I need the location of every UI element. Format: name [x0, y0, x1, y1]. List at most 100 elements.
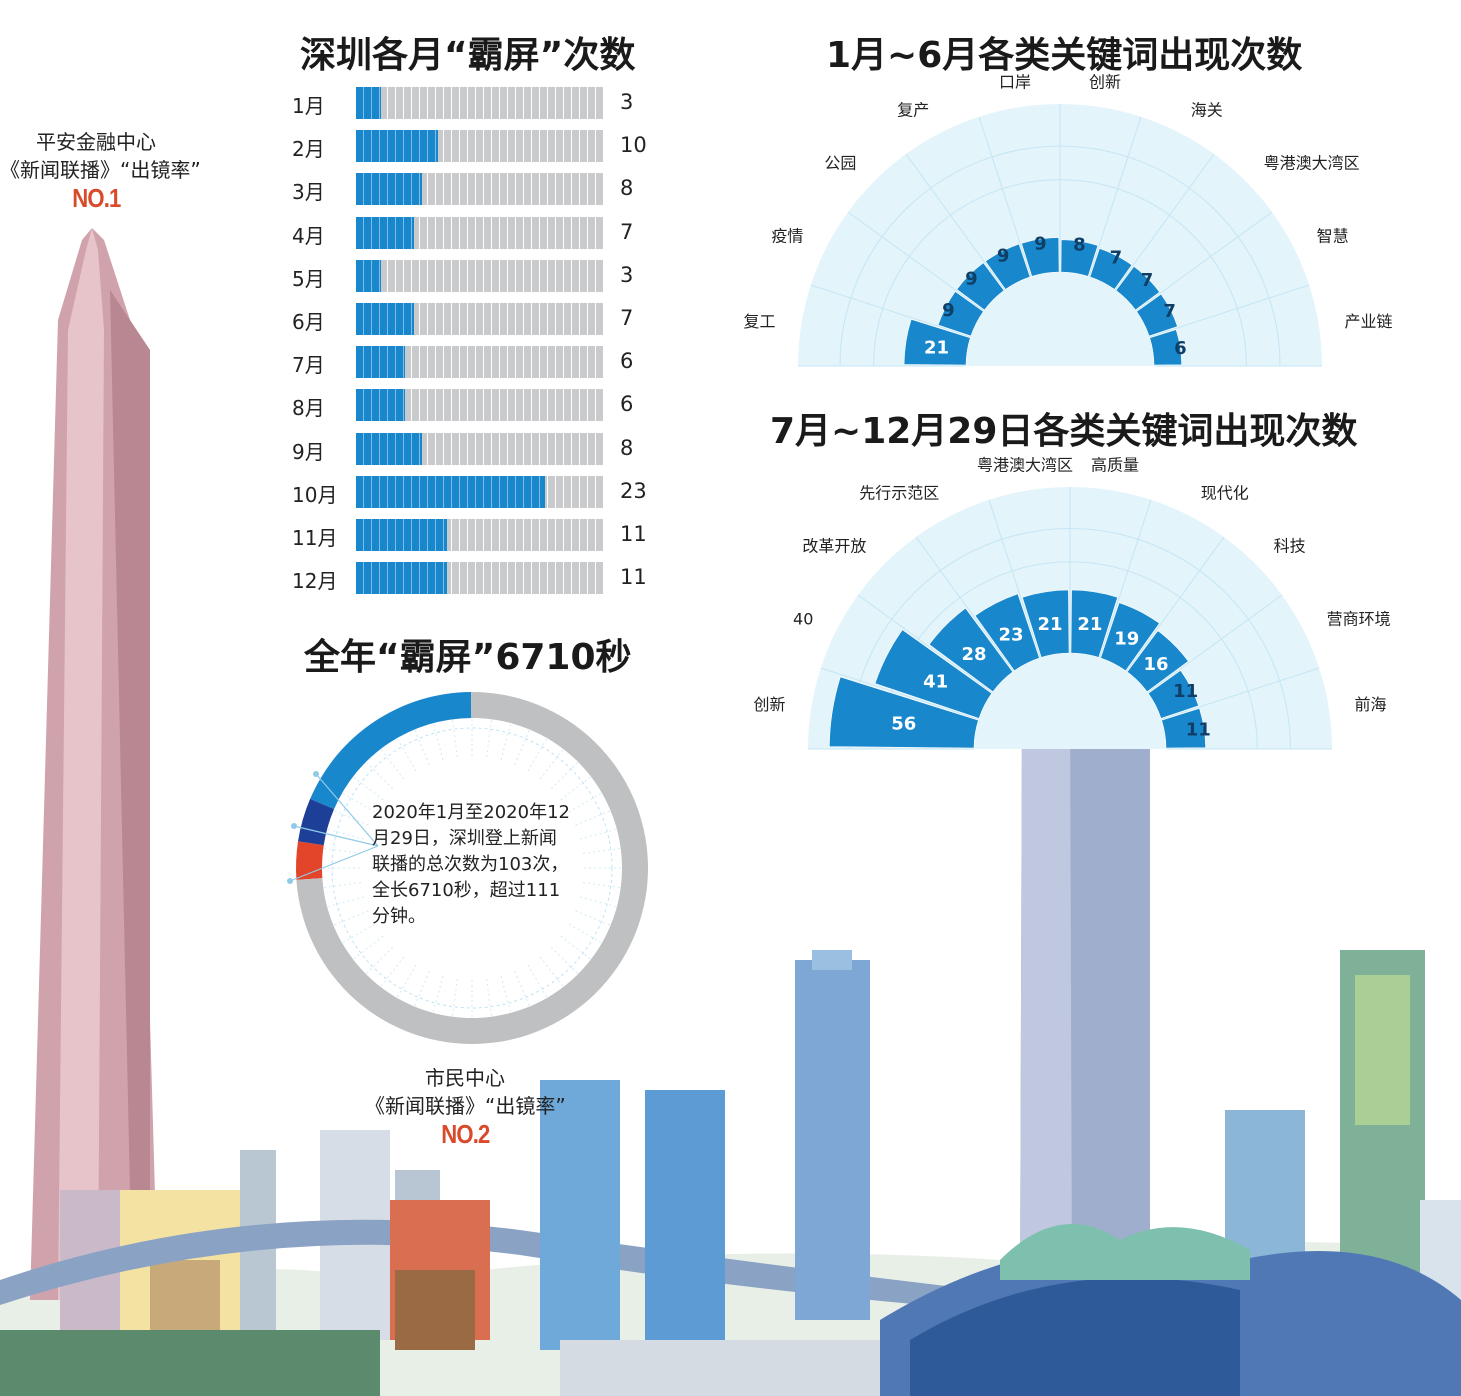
fan-spoke [905, 153, 1006, 291]
fan-category-label: 先行示范区 [859, 483, 939, 502]
fan-category-label: 40 [793, 609, 813, 628]
month-label: 2月 [292, 137, 325, 162]
fan-value-label: 9 [997, 245, 1010, 266]
donut-leader-dot [313, 771, 319, 777]
bar [356, 87, 381, 119]
fan-value-label: 11 [1173, 681, 1198, 702]
fan-spoke [810, 284, 971, 338]
bar-value-label: 8 [620, 176, 634, 201]
fan-spoke [1088, 116, 1142, 277]
fan-spoke [1135, 211, 1273, 312]
bar [356, 475, 546, 508]
month-label: 10月 [292, 482, 338, 507]
fan-category-label: 智慧 [1317, 226, 1349, 245]
fan-bar [1100, 602, 1160, 672]
bar-track [356, 432, 603, 465]
fan-category-label: 前海 [1354, 695, 1386, 714]
month-label: 9月 [292, 439, 325, 464]
bar-value-label: 6 [620, 349, 634, 374]
fan-bar [829, 676, 979, 749]
bar-track [356, 303, 603, 335]
month-label: 3月 [292, 180, 325, 205]
monthly-chart-title: 深圳各月“霸屏”次数 [300, 35, 636, 76]
bar [356, 303, 414, 335]
month-label: 5月 [292, 266, 325, 291]
bar-value-label: 8 [620, 435, 634, 460]
keywords-h1-fan-chart: 21 复工 9 疫情 9 公园 9 复产 9 口岸 8 创新 7 海关 7 粤港澳大湾区 7 智慧 6 产业链 [744, 73, 1392, 367]
fan-bar [1089, 248, 1133, 290]
bar [356, 389, 406, 422]
month-label: 6月 [292, 310, 325, 334]
bar [356, 432, 422, 465]
fan-bar [874, 629, 993, 719]
fan-spoke [1114, 153, 1215, 291]
bar-track [356, 259, 603, 292]
bar [356, 519, 447, 551]
year-donut-chart [287, 692, 648, 1044]
bar-value-label: 7 [620, 306, 634, 330]
building-subtitle: 《新闻联播》“出镜率” [0, 158, 201, 182]
bar [356, 259, 381, 292]
bar-value-label: 7 [620, 219, 634, 244]
fan-category-label: 现代化 [1201, 483, 1249, 502]
bar-value-label: 10 [620, 133, 647, 158]
bar [356, 173, 422, 206]
fan-spoke [1099, 499, 1152, 658]
building-name: 平安金融中心 [36, 130, 156, 154]
fan-category-label: 高质量 [1091, 456, 1139, 475]
fan-category-label: 改革开放 [802, 536, 866, 555]
bar-value-label: 3 [620, 262, 634, 287]
month-label: 11月 [292, 526, 338, 550]
fan-spoke [1161, 667, 1320, 720]
fan-bar [974, 593, 1040, 672]
fan-value-label: 21 [1038, 614, 1063, 635]
fan-category-label: 产业链 [1344, 312, 1392, 331]
fan-category-label: 疫情 [771, 226, 803, 245]
fan-category-label: 公园 [824, 153, 856, 172]
fan-value-label: 9 [942, 300, 955, 321]
fan-bar [937, 291, 984, 337]
fan-value-label: 28 [962, 644, 987, 665]
bar-value-label: 11 [620, 565, 647, 590]
month-label: 7月 [292, 353, 325, 378]
bar-track [356, 562, 603, 595]
fan-bar [985, 243, 1031, 290]
fan-category-label: 复产 [897, 100, 929, 119]
fan-value-label: 11 [1186, 720, 1211, 741]
fan-value-label: 8 [1073, 234, 1086, 255]
fan-bar [1022, 589, 1070, 658]
fan-bar [903, 318, 971, 366]
fan-spoke [847, 211, 985, 312]
building-label-bottom: 市民中心 《新闻联播》“出镜率” NO.2 [365, 1064, 566, 1150]
fan-value-label: 9 [1034, 233, 1047, 254]
bar-value-label: 11 [620, 522, 647, 546]
fan-bar [1070, 589, 1118, 658]
bar-value-label: 3 [620, 90, 634, 114]
bar-value-label: 23 [620, 478, 647, 503]
month-label: 12月 [292, 569, 338, 594]
fan-bar [1021, 237, 1060, 277]
bar-track [356, 475, 603, 508]
year-total-title: 全年“霸屏”6710秒 [304, 637, 632, 678]
year-total-note: 2020年1月至2020年12月29日，深圳登上新闻联播的总次数为103次，全长… [372, 802, 570, 927]
fan-spoke [988, 499, 1041, 658]
fan-value-label: 16 [1144, 654, 1169, 675]
fan-category-label: 科技 [1274, 536, 1306, 555]
fan-category-label: 粤港澳大湾区 [1264, 153, 1360, 172]
fan-spoke [1126, 536, 1225, 672]
fan-spoke [1147, 594, 1283, 693]
fan-value-label: 41 [923, 672, 948, 693]
bar-track [356, 389, 603, 422]
fan-bar [1115, 266, 1160, 311]
fan-category-label: 营商环境 [1327, 609, 1391, 628]
bar-track [356, 216, 603, 249]
fan-value-label: 7 [1163, 301, 1176, 322]
keywords-h1-title: 1月~6月各类关键词出现次数 [826, 35, 1303, 76]
building-subtitle: 《新闻联播》“出镜率” [365, 1094, 566, 1118]
building-label-top: 平安金融中心 《新闻联播》“出镜率” NO.1 [0, 128, 201, 214]
fan-value-label: 21 [924, 337, 949, 358]
fan-category-label: 复工 [744, 312, 776, 331]
month-label: 4月 [292, 223, 325, 248]
bar-track [356, 130, 603, 163]
